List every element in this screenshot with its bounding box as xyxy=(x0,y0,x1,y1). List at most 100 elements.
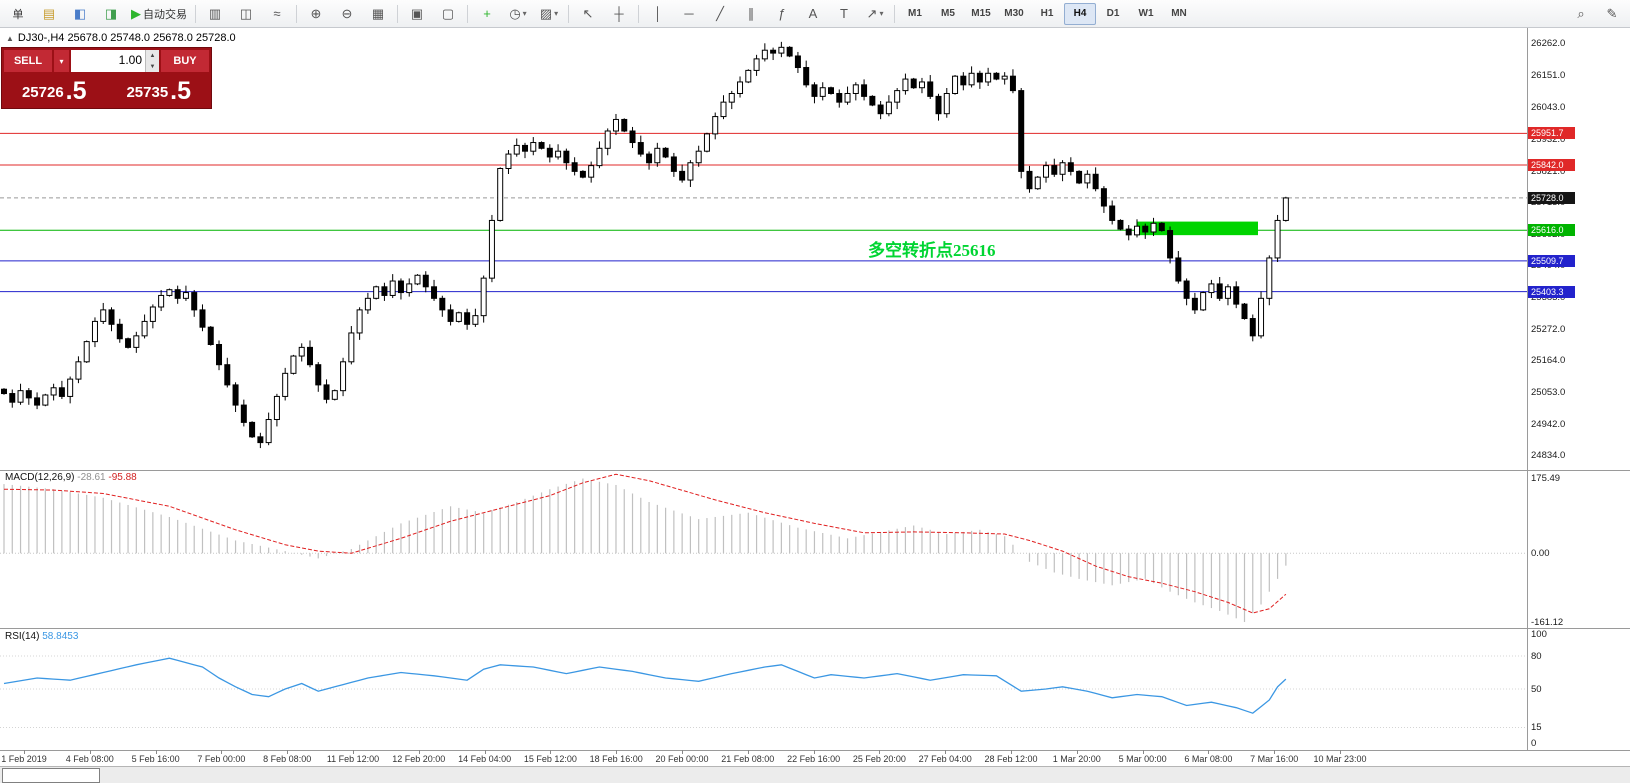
volume-value: 1.00 xyxy=(118,53,142,67)
cascade-windows-icon[interactable]: ▢ xyxy=(433,2,463,26)
caret-down-icon: ▾ xyxy=(554,9,559,18)
price-axis-line[interactable] xyxy=(1527,28,1528,750)
timeframe-button-w1[interactable]: W1 xyxy=(1138,8,1154,19)
time-axis-tick xyxy=(1274,750,1276,754)
sell-price-int: 25726 xyxy=(21,84,64,101)
time-axis-label: 1 Feb 2019 xyxy=(1,754,47,764)
timeframe-button-h4[interactable]: H4 xyxy=(1064,2,1096,25)
price-axis-label: 24834.0 xyxy=(1531,450,1566,462)
text-icon: A xyxy=(808,6,818,21)
time-axis-label: 21 Feb 08:00 xyxy=(721,754,775,764)
fibonacci-icon[interactable]: ƒ xyxy=(767,2,797,26)
sell-button[interactable]: SELL xyxy=(4,50,52,72)
price-axis-label: 25821.0 xyxy=(1531,165,1566,177)
timeframe-button-m30[interactable]: M30 xyxy=(1004,8,1024,19)
new-order-button-label: 单 xyxy=(12,8,24,21)
pivot-rectangle[interactable] xyxy=(1137,221,1258,236)
time-axis-label: 7 Feb 00:00 xyxy=(197,754,246,764)
channel-icon: ∥ xyxy=(747,6,755,21)
volume-input[interactable]: 1.00 ▲ ▼ xyxy=(71,50,159,72)
navigator-icon[interactable]: ◧ xyxy=(65,2,95,26)
toolbar-separator xyxy=(638,4,639,23)
zoom-in-icon: ⊕ xyxy=(310,6,322,21)
chart-ohlc-header: ▲ DJ30-,H4 25678.0 25748.0 25678.0 25728… xyxy=(6,32,236,44)
templates-icon: ▨ xyxy=(539,6,553,21)
crosshair-icon[interactable]: ┼ xyxy=(604,2,634,26)
time-axis-tick xyxy=(221,750,223,754)
toolbar-separator xyxy=(296,4,297,23)
zoom-in-icon[interactable]: ⊕ xyxy=(301,2,331,26)
toolbar: 单 ▤ ◧ ◨ ▶ 自动交易 ▥ ◫ ≈ ⊕ ⊖ ▦ ▣ ▢ + ◷ ▾ ▨ ▾ ↖ ┼ │ ─ ╱ ∥ ƒ A T ↗ ▾ M1 M5 M15… xyxy=(0,0,1630,28)
timeframe-button-m5[interactable]: M5 xyxy=(941,8,955,19)
horizontal-line-icon: ─ xyxy=(684,6,694,21)
time-axis-tick xyxy=(1340,750,1341,754)
buy-price[interactable]: 25735 .5 xyxy=(107,74,212,106)
time-axis-tick xyxy=(24,750,25,754)
zoom-out-icon[interactable]: ⊖ xyxy=(332,2,362,26)
fibonacci-icon: ƒ xyxy=(778,6,786,21)
rsi-axis-label: 15 xyxy=(1531,721,1542,733)
time-axis-label: 10 Mar 23:00 xyxy=(1313,754,1367,764)
time-axis-tick xyxy=(747,750,749,754)
bar-chart-icon[interactable]: ▥ xyxy=(200,2,230,26)
rsi-value: 58.8453 xyxy=(42,631,79,642)
macd-panel-separator[interactable] xyxy=(0,470,1630,471)
vertical-line-icon[interactable]: │ xyxy=(643,2,673,26)
timeframe-button-m15[interactable]: M15 xyxy=(971,8,991,19)
cursor-icon: ↖ xyxy=(582,6,594,21)
indicators-icon[interactable]: + xyxy=(472,2,502,26)
sell-options-caret[interactable]: ▾ xyxy=(54,50,69,72)
text-icon[interactable]: A xyxy=(798,2,828,26)
trendline-icon[interactable]: ╱ xyxy=(705,2,735,26)
label-icon[interactable]: T xyxy=(829,2,859,26)
sell-price[interactable]: 25726 .5 xyxy=(2,74,107,106)
market-watch-icon[interactable]: ▤ xyxy=(34,2,64,26)
line-chart-icon[interactable]: ≈ xyxy=(262,2,292,26)
macd-main-value: -28.61 xyxy=(77,472,106,483)
candlestick-chart-icon[interactable]: ◫ xyxy=(231,2,261,26)
macd-signal-line xyxy=(3,473,1287,614)
vertical-line-icon: │ xyxy=(653,6,663,21)
zoom-out-icon: ⊖ xyxy=(341,6,353,21)
edit-icon[interactable]: ✎ xyxy=(1597,2,1627,26)
buy-button[interactable]: BUY xyxy=(161,50,209,72)
time-axis-tick xyxy=(418,750,420,754)
time-axis-tick xyxy=(484,750,486,754)
macd-axis-label: -161.12 xyxy=(1531,616,1564,628)
toolbar-separator xyxy=(467,4,468,23)
arrows-icon: ↗ xyxy=(866,6,878,21)
channel-icon[interactable]: ∥ xyxy=(736,2,766,26)
time-axis-label: 11 Feb 12:00 xyxy=(326,754,380,764)
toolbar-separator xyxy=(568,4,569,23)
price-tag: 25403.3 xyxy=(1528,285,1575,298)
time-axis-label: 14 Feb 04:00 xyxy=(458,754,512,764)
search-icon[interactable]: ⌕ xyxy=(1566,2,1596,26)
crosshair-icon: ┼ xyxy=(614,6,624,21)
grid-icon[interactable]: ▦ xyxy=(363,2,393,26)
volume-up-button[interactable]: ▲ xyxy=(146,50,159,61)
horizontal-line-icon[interactable]: ─ xyxy=(674,2,704,26)
terminal-icon[interactable]: ◨ xyxy=(96,2,126,26)
timeframe-button-d1[interactable]: D1 xyxy=(1106,8,1120,19)
price-tag: 25842.0 xyxy=(1528,159,1575,172)
arrows-icon[interactable]: ↗ ▾ xyxy=(860,2,890,26)
time-axis-tick xyxy=(1011,750,1012,754)
price-tag: 25728.0 xyxy=(1528,191,1575,204)
cursor-icon[interactable]: ↖ xyxy=(573,2,603,26)
new-order-button[interactable]: 单 xyxy=(3,2,33,26)
timeframe-button-mn[interactable]: MN xyxy=(1171,8,1187,19)
periods-icon[interactable]: ◷ ▾ xyxy=(503,2,533,26)
templates-icon[interactable]: ▨ ▾ xyxy=(534,2,564,26)
volume-down-button[interactable]: ▼ xyxy=(146,61,159,72)
time-axis-label: 7 Mar 16:00 xyxy=(1250,754,1299,764)
time-axis-tick xyxy=(813,750,815,754)
tile-windows-icon[interactable]: ▣ xyxy=(402,2,432,26)
timeframe-button-m1[interactable]: M1 xyxy=(908,8,922,19)
rsi-panel-separator[interactable] xyxy=(0,628,1630,629)
macd-indicator-label: MACD(12,26,9) -28.61 -95.88 xyxy=(5,472,137,483)
autotrading-button[interactable]: ▶ 自动交易 xyxy=(127,2,191,26)
tile-windows-icon: ▣ xyxy=(410,6,424,21)
price-axis-label: 24942.0 xyxy=(1531,419,1566,431)
timeframe-button-h1[interactable]: H1 xyxy=(1040,8,1054,19)
